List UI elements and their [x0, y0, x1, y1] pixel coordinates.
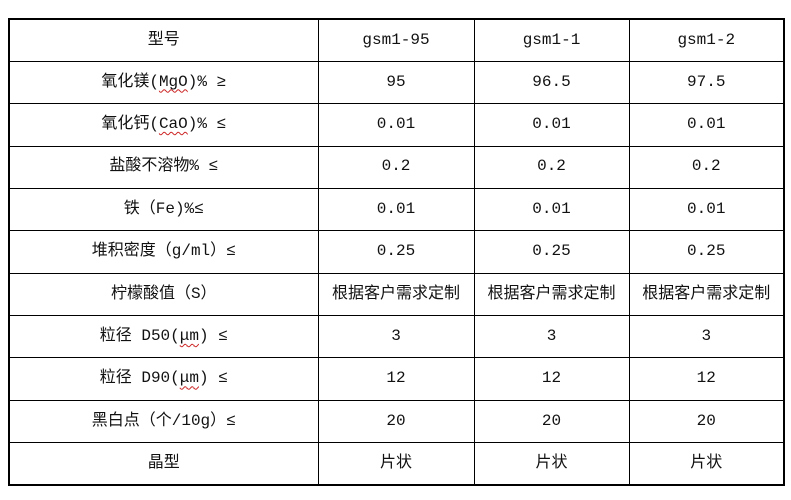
product-spec-table: 型号 gsm1-95 gsm1-1 gsm1-2 氧化镁(MgO)% ≥ 95 …	[8, 18, 785, 486]
table-row-d90: 粒径 D90(μm) ≤ 12 12 12	[8, 357, 785, 401]
value-cell: 12	[317, 357, 475, 401]
row-label-text: 黑白点（个/10g）≤	[91, 411, 236, 430]
value-cell: 0.01	[317, 187, 475, 232]
value-cell: 96.5	[473, 60, 630, 105]
row-label: 氧化钙(CaO)% ≤	[8, 103, 319, 147]
row-label-text: 盐酸不溶物% ≤	[109, 157, 219, 176]
row-label: 粒径 D50(μm) ≤	[8, 315, 319, 359]
row-label-text: 氧化镁(	[101, 72, 159, 91]
value-cell: 0.01	[628, 103, 785, 147]
row-label: 粒径 D90(μm) ≤	[8, 357, 319, 401]
value-cell: 0.01	[628, 187, 785, 232]
row-label: 氧化镁(MgO)% ≥	[8, 60, 319, 105]
value-cell: 根据客户需求定制	[473, 272, 630, 317]
spellcheck-underlined-text: μm	[179, 369, 199, 388]
row-label-text: 晶型	[147, 453, 180, 472]
value-cell: 97.5	[628, 60, 785, 105]
value-cell: 95	[317, 60, 475, 105]
row-label-text: 粒径 D50(	[99, 326, 180, 345]
value-cell: 0.2	[317, 145, 475, 189]
value-cell: 12	[628, 357, 785, 401]
value-cell: 20	[628, 399, 785, 444]
column-header-gsm1-1: gsm1-1	[473, 18, 630, 62]
value-cell: 3	[317, 315, 475, 359]
row-label: 铁（Fe)%≤	[8, 187, 319, 232]
row-label-text: ) ≤	[198, 326, 228, 345]
value-cell: 0.25	[473, 230, 630, 274]
value-cell: 12	[473, 357, 630, 401]
value-cell: 片状	[473, 442, 630, 486]
table-row-cao: 氧化钙(CaO)% ≤ 0.01 0.01 0.01	[8, 103, 785, 147]
value-cell: 片状	[628, 442, 785, 486]
value-cell: 0.01	[473, 187, 630, 232]
spellcheck-underlined-text: μm	[179, 326, 199, 345]
header-row: 型号 gsm1-95 gsm1-1 gsm1-2	[8, 18, 785, 62]
row-label-text: 氧化钙(	[101, 115, 159, 134]
table-row-mgo: 氧化镁(MgO)% ≥ 95 96.5 97.5	[8, 60, 785, 105]
table-row-d50: 粒径 D50(μm) ≤ 3 3 3	[8, 315, 785, 359]
row-label-text: )% ≥	[187, 72, 227, 91]
value-cell: 0.01	[317, 103, 475, 147]
table-row-fe: 铁（Fe)%≤ 0.01 0.01 0.01	[8, 187, 785, 232]
value-cell: 片状	[317, 442, 475, 486]
value-cell: 3	[628, 315, 785, 359]
value-cell: 根据客户需求定制	[317, 272, 475, 317]
table-row-hcl-insoluble: 盐酸不溶物% ≤ 0.2 0.2 0.2	[8, 145, 785, 189]
row-label: 晶型	[8, 442, 319, 486]
row-label: 黑白点（个/10g）≤	[8, 399, 319, 444]
table-row-crystal-form: 晶型 片状 片状 片状	[8, 442, 785, 486]
table-row-black-white-spots: 黑白点（个/10g）≤ 20 20 20	[8, 399, 785, 444]
row-label-text: 柠檬酸值（S）	[110, 284, 217, 303]
column-header-model: 型号	[8, 18, 319, 62]
row-label: 堆积密度（g/ml）≤	[8, 230, 319, 274]
table-row-bulk-density: 堆积密度（g/ml）≤ 0.25 0.25 0.25	[8, 230, 785, 274]
value-cell: 0.25	[317, 230, 475, 274]
value-cell: 0.2	[473, 145, 630, 189]
value-cell: 0.25	[628, 230, 785, 274]
table-row-citric-acid-value: 柠檬酸值（S） 根据客户需求定制 根据客户需求定制 根据客户需求定制	[8, 272, 785, 317]
spellcheck-underlined-text: CaO	[158, 115, 188, 134]
row-label-text: 粒径 D90(	[99, 369, 180, 388]
value-cell: 20	[317, 399, 475, 444]
value-cell: 3	[473, 315, 630, 359]
value-cell: 0.01	[473, 103, 630, 147]
row-label: 盐酸不溶物% ≤	[8, 145, 319, 189]
column-header-gsm1-2: gsm1-2	[628, 18, 785, 62]
value-cell: 0.2	[628, 145, 785, 189]
row-label-text: ) ≤	[198, 369, 228, 388]
row-label-text: 铁（Fe)%≤	[123, 199, 204, 218]
column-header-gsm1-95: gsm1-95	[317, 18, 475, 62]
row-label: 柠檬酸值（S）	[8, 272, 319, 317]
value-cell: 20	[473, 399, 630, 444]
row-label-text: )% ≤	[187, 115, 227, 134]
spellcheck-underlined-text: MgO	[158, 72, 188, 91]
row-label-text: 堆积密度（g/ml）≤	[91, 242, 236, 261]
value-cell: 根据客户需求定制	[628, 272, 785, 317]
